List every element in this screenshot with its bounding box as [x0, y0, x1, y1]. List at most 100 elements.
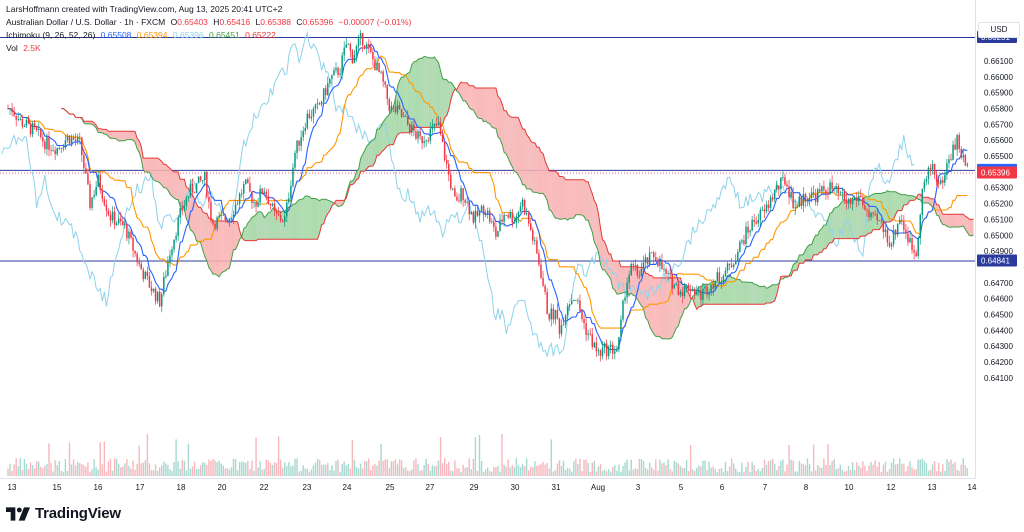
cloud-segment — [430, 57, 433, 128]
cloud-segment — [489, 88, 492, 128]
volume-bar — [245, 463, 247, 476]
cloud-segment — [821, 225, 824, 253]
candle-body — [107, 210, 110, 215]
volume-bar — [960, 464, 962, 476]
cloud-segment — [924, 197, 927, 204]
candle-body — [761, 209, 764, 211]
symbol-title: Australian Dollar / U.S. Dollar · 1h · F… — [6, 17, 166, 27]
ichimoku-legend[interactable]: Ichimoku (9, 26, 52, 26) 0.65508 0.65394… — [6, 30, 279, 40]
candle-body — [87, 173, 89, 185]
volume-bar — [259, 461, 261, 476]
candle-body — [351, 50, 354, 64]
cloud-segment — [128, 131, 131, 140]
volume-bar — [778, 465, 780, 476]
volume-bar — [171, 471, 173, 476]
cloud-segment — [586, 181, 589, 221]
candle-body — [458, 200, 460, 202]
volume-bar — [815, 470, 817, 476]
volume-bar — [273, 462, 276, 476]
cloud-segment — [299, 199, 302, 240]
volume-bar — [187, 443, 190, 476]
volume-bar — [776, 470, 778, 476]
candle-body — [64, 140, 67, 148]
volume-bar — [44, 465, 46, 476]
ichimoku-lead-a-value: 0.65451 — [209, 30, 240, 40]
volume-bar — [870, 461, 872, 476]
cloud-segment — [795, 261, 798, 271]
candle-body — [527, 213, 530, 224]
candle-body — [208, 196, 210, 202]
cloud-segment — [120, 131, 123, 141]
volume-bar — [491, 471, 493, 476]
candle-body — [150, 287, 153, 292]
volume-bar — [265, 459, 267, 476]
candle-body — [435, 123, 438, 126]
candle-body — [823, 186, 825, 191]
cloud-segment — [169, 168, 172, 197]
tradingview-logo[interactable]: TradingView — [6, 505, 121, 522]
time-tick-label: 10 — [845, 483, 854, 492]
cloud-segment — [432, 57, 435, 128]
candle-body — [956, 135, 958, 150]
candle-body — [913, 250, 915, 253]
time-tick-label: 8 — [804, 483, 809, 492]
candle-body — [271, 203, 274, 206]
candle-body — [7, 108, 9, 110]
candle-body — [952, 144, 954, 160]
volume-bar — [864, 465, 866, 476]
time-axis[interactable]: 13 15 16 17 18 20 22 23 24 25 27 29 30 31 Aug 3 5 6 7 8 10 12… — [8, 483, 977, 492]
cloud-segment — [944, 214, 947, 227]
time-tick-label: 29 — [470, 483, 479, 492]
candle-body — [894, 229, 897, 235]
cloud-segment — [270, 208, 273, 240]
volume-bar — [519, 467, 522, 476]
cloud-segment — [448, 82, 451, 110]
volume-bar — [359, 463, 362, 476]
volume-bar — [128, 465, 130, 476]
cloud-segment — [612, 261, 615, 290]
volume-bar — [528, 470, 530, 476]
candle-body — [486, 210, 489, 214]
candle-body — [478, 210, 481, 216]
volume-bar — [831, 460, 833, 476]
cloud-segment — [733, 277, 736, 305]
candle-body — [796, 207, 798, 208]
candle-body — [452, 188, 454, 190]
volume-bar — [177, 461, 179, 476]
candle-body — [593, 342, 596, 347]
cloud-segment — [809, 244, 812, 260]
cloud-segment — [934, 198, 937, 216]
price-tick-label: 0.66000 — [984, 73, 1013, 82]
cloud-segment — [942, 214, 945, 225]
cloud-segment — [948, 214, 951, 228]
cloud-segment — [575, 179, 578, 215]
cloud-segment — [553, 171, 556, 219]
cloud-segment — [905, 194, 908, 205]
volume-bar — [388, 468, 390, 476]
volume-bar — [448, 461, 450, 476]
cloud-segment — [903, 194, 906, 205]
cloud-segment — [305, 195, 308, 240]
volume-bar — [911, 467, 913, 476]
candle-body — [788, 186, 790, 198]
volume-bar — [730, 458, 733, 476]
candle-body — [52, 150, 54, 152]
candle-body — [74, 139, 77, 142]
candle-body — [443, 141, 446, 160]
candle-body — [794, 207, 796, 209]
volume-bar — [560, 465, 563, 476]
candle-body — [587, 333, 589, 335]
volume-bar — [892, 458, 895, 476]
candle-body — [433, 123, 436, 127]
price-axis[interactable]: 0.66100 0.66000 0.65900 0.65800 0.65700 0.656… — [977, 31, 1017, 383]
volume-bar — [101, 464, 103, 476]
volume-bar — [862, 461, 864, 476]
symbol-legend[interactable]: Australian Dollar / U.S. Dollar · 1h · F… — [6, 17, 414, 27]
volume-bar — [726, 471, 729, 476]
volume-legend[interactable]: Vol 2.5K — [6, 43, 44, 53]
volume-bar — [341, 463, 343, 476]
volume-bar — [9, 463, 11, 476]
currency-button[interactable]: USD — [978, 22, 1020, 38]
cloud-segment — [487, 88, 490, 124]
